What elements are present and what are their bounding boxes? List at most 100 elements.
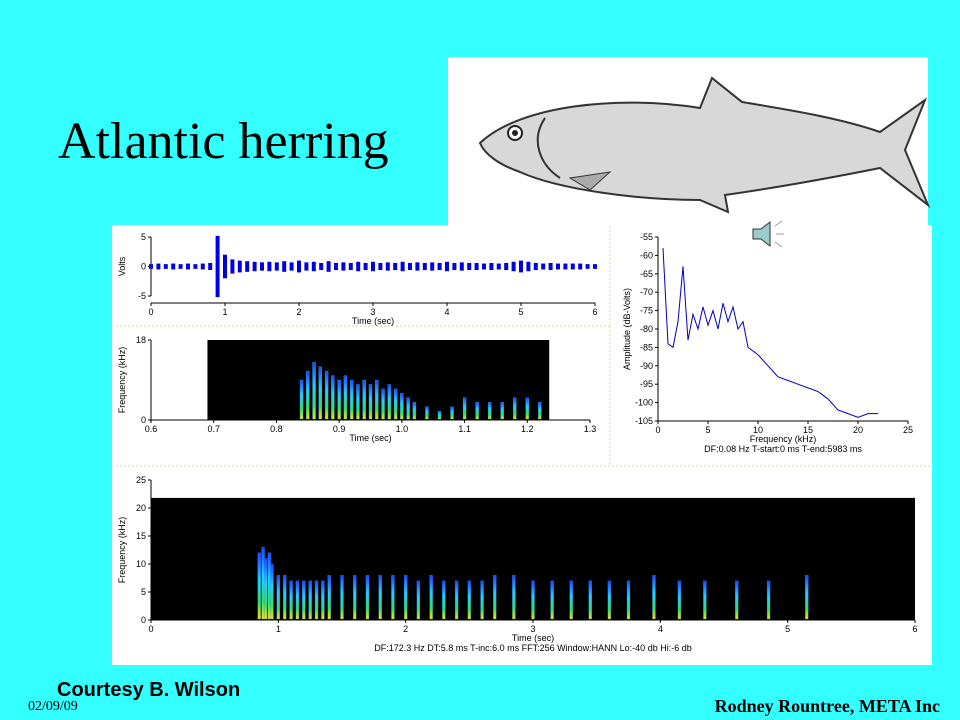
spectrogram-pulse [513,397,517,420]
spectrogram-pulse [467,580,471,620]
spectrogram-pulse [306,370,310,420]
x-tick-label: 2 [403,624,408,634]
speaker-icon [752,220,784,248]
spectrogram-pulse [302,580,306,620]
x-tick-label: 0.6 [145,424,158,434]
y-axis-label: Amplitude (dB-Volts) [622,288,632,370]
x-tick-label: 5 [785,624,790,634]
spectrogram-pulse [321,580,325,620]
spectrogram-pulse [412,402,417,420]
x-tick-label: 1.1 [458,424,471,434]
spectrogram-pulse [368,384,373,420]
y-axis-label: Frequency (kHz) [117,517,127,584]
x-tick-label: 1 [222,307,227,317]
spectrogram-pulse [375,379,379,420]
spectrogram-pulse [607,580,612,620]
chart-note: DF:172.3 Hz DT:5.8 ms T-inc:6.0 ms FFT:2… [374,643,691,653]
x-tick-label: 20 [853,425,863,435]
x-tick-label: 0.8 [270,424,283,434]
spectrogram-pulse [626,580,631,620]
x-tick-label: 5 [518,307,523,317]
spectrogram-pulse [365,575,370,620]
x-tick-label: 0.7 [207,424,220,434]
x-tick-label: 1 [276,624,281,634]
spectrogram-pulse [331,375,335,420]
y-tick-label: -5 [138,291,146,301]
y-tick-label: 15 [136,531,146,541]
chart-note: DF:0.08 Hz T-start:0 ms T-end:5983 ms [704,444,862,454]
spectrogram-pulse [703,580,707,620]
x-tick-label: 0 [655,425,660,435]
y-tick-label: 5 [141,232,146,242]
spectrogram-pulse [538,402,542,420]
spectrogram-pulse [677,580,682,620]
y-tick-label: -95 [640,379,653,389]
spectrogram-pulse [525,397,529,420]
spectrogram-pulse [393,388,398,420]
spectrogram-pulse [270,563,274,620]
credit: Courtesy B. Wilson [57,679,240,701]
spectrogram-pulse [488,402,492,420]
spectrogram-pulse [437,410,442,420]
spectrogram-pulse [406,397,410,420]
y-tick-label: 18 [136,335,146,345]
spectrogram-pulse [569,580,573,620]
y-axis-label: Volts [117,256,127,276]
y-tick-label: -70 [640,287,653,297]
spectrogram-pulse [295,580,300,620]
y-tick-label: -55 [640,232,653,242]
x-tick-label: 4 [658,624,663,634]
x-tick-label: 15 [803,425,813,435]
spectrogram-pulse [531,580,535,620]
spectrogram-pulse [308,580,312,620]
x-tick-label: 0.9 [333,424,346,434]
x-tick-label: 0 [148,307,153,317]
spectrogram-pulse [289,580,293,620]
spectrogram-pulse [425,406,429,420]
y-tick-label: 20 [136,503,146,513]
spectrogram-pulse [404,575,408,620]
x-tick-label: 1.0 [396,424,409,434]
y-axis-label: Frequency (kHz) [117,347,127,414]
author: Rodney Rountree, META Inc [715,696,940,716]
spectrogram-pulse [429,575,433,620]
spectrogram-pulse [805,575,809,620]
spectrogram-pulse [356,384,360,420]
y-tick-label: -105 [635,416,653,426]
spectrogram-pulse [480,580,484,620]
y-tick-label: 25 [136,475,146,485]
spectrogram-pulse [283,575,287,620]
spectrogram-pulse [588,580,592,620]
spectrogram-pulse [381,388,385,420]
y-tick-label: -85 [640,342,653,352]
x-tick-label: 3 [370,307,375,317]
x-axis-label: Frequency (kHz) [750,434,817,444]
y-tick-label: -80 [640,324,653,334]
y-tick-label: 5 [141,587,146,597]
x-axis-label: Time (sec) [512,633,554,643]
spectrogram-pulse [475,402,479,420]
y-tick-label: -75 [640,306,653,316]
y-tick-label: 0 [141,262,146,272]
spectrogram-pulse [735,580,739,620]
spectrogram-pulse [387,384,391,420]
spectrogram-pulse [324,370,329,420]
slide-title: Atlantic herring [58,113,389,170]
x-tick-label: 2 [296,307,301,317]
spectrogram-pulse [257,552,261,620]
fish-picture [448,57,931,225]
panel-dividers [112,226,932,467]
spectrogram-pulse [378,575,382,620]
spectrogram-pulse [454,580,459,620]
x-tick-label: 4 [444,307,449,317]
spectrogram-pulse [318,366,322,420]
spectrogram-pulse [343,375,348,420]
spectrogram-pulse [391,575,395,620]
spectrogram-pulse [312,362,316,420]
spectrogram-pulse [442,580,446,620]
y-tick-label: 0 [141,615,146,625]
spectrogram-pulse [500,402,504,420]
spectrogram-pulse [299,379,304,420]
